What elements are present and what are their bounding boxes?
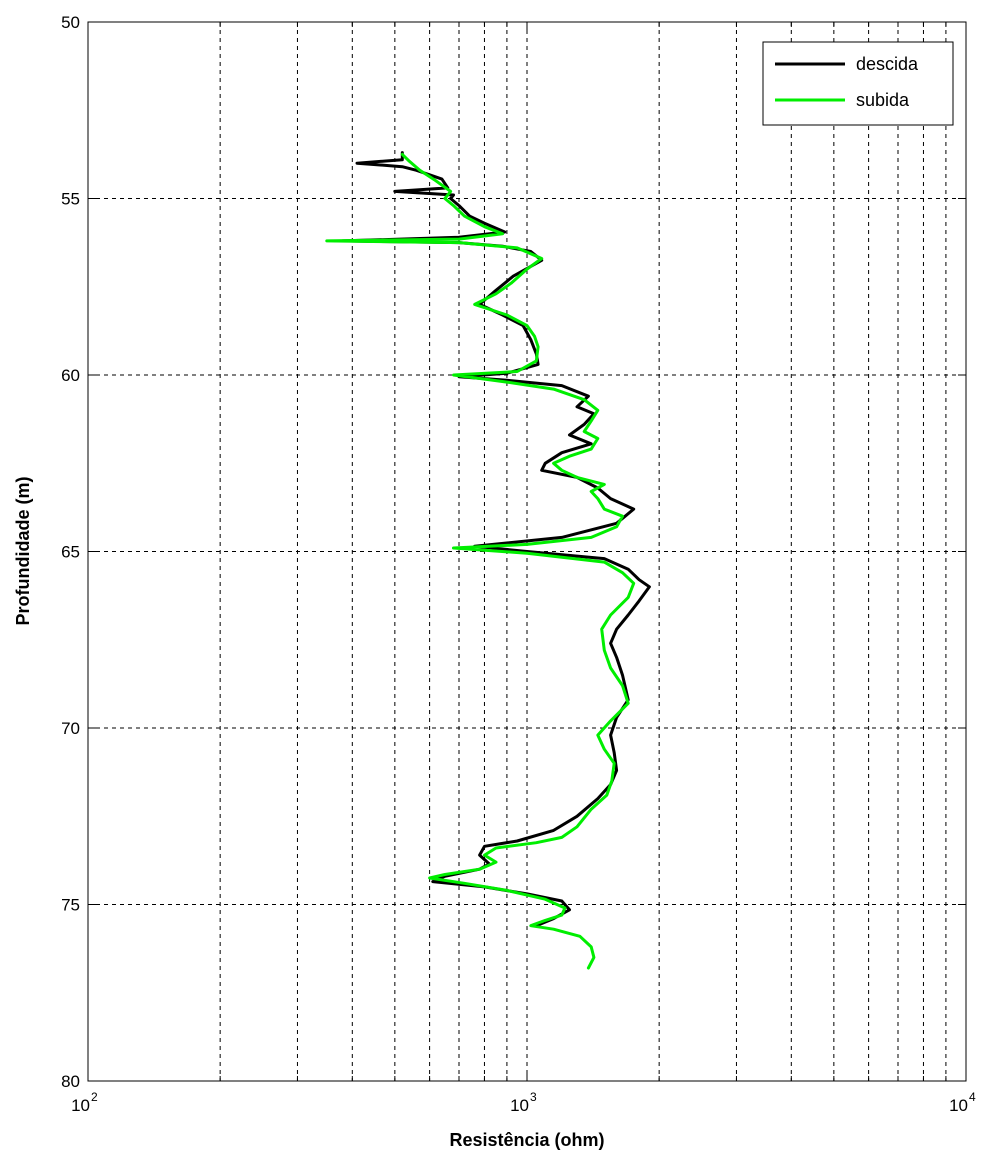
series-layer: [325, 151, 651, 970]
y-tick-label: 50: [61, 13, 80, 32]
y-tick-label: 55: [61, 190, 80, 209]
series-line-subida: [325, 152, 636, 970]
legend: descida subida: [762, 41, 954, 126]
y-tick-labels: 50 55 60 65 70 75 80: [61, 13, 80, 1091]
x-tick-labels: 10 2 10 3 10 4: [71, 1090, 976, 1115]
y-tick-label: 75: [61, 896, 80, 915]
y-tick-label: 80: [61, 1072, 80, 1091]
legend-label-descida: descida: [856, 54, 919, 74]
y-tick-label: 70: [61, 719, 80, 738]
series-line-descida: [341, 151, 651, 928]
legend-label-subida: subida: [856, 90, 910, 110]
x-tick-label-base: 10: [949, 1096, 968, 1115]
x-tick-label-exponent: 2: [91, 1090, 98, 1104]
legend-box: [762, 41, 954, 126]
x-tick-label-base: 10: [510, 1096, 529, 1115]
y-tick-label: 60: [61, 366, 80, 385]
tick-marks: [88, 21, 966, 1082]
y-tick-label: 65: [61, 543, 80, 562]
x-axis-label: Resistência (ohm): [449, 1130, 604, 1150]
x-tick-label-exponent: 4: [969, 1090, 976, 1104]
y-axis-label: Profundidade (m): [13, 477, 33, 626]
x-tick-label-exponent: 3: [530, 1090, 537, 1104]
x-tick-label-base: 10: [71, 1096, 90, 1115]
